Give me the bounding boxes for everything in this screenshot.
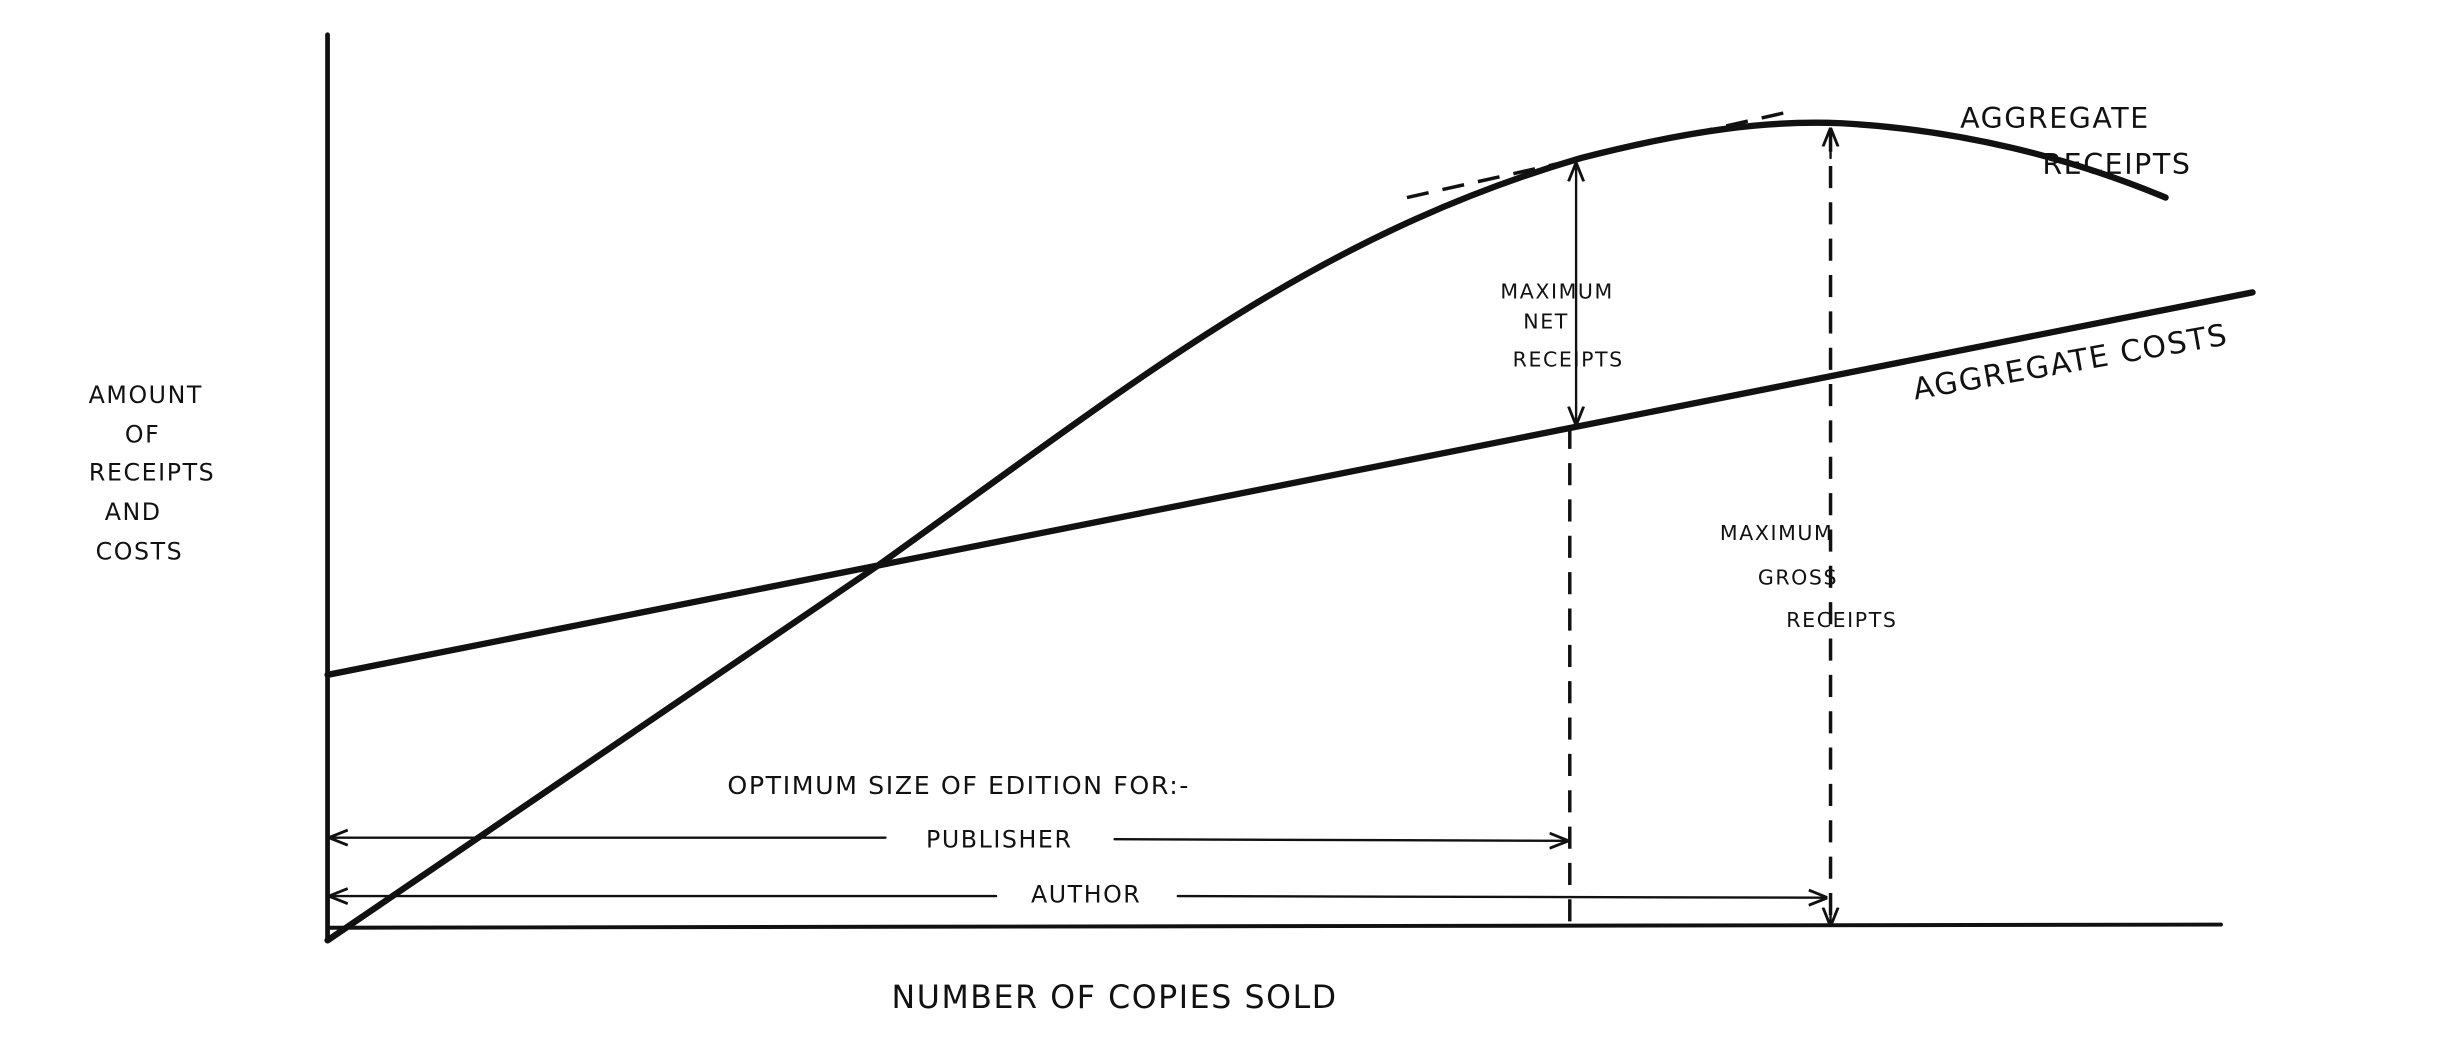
author-arrow-right: [1176, 896, 1826, 898]
net-label: MAXIMUM NET RECEIPTS: [1500, 279, 1624, 371]
x-axis: [325, 922, 2223, 930]
optimum-label: OPTIMUM SIZE OF EDITION FOR:-: [727, 771, 1190, 800]
net-label-line: MAXIMUM: [1500, 279, 1613, 303]
receipts-curve: [324, 119, 2169, 944]
receipts-label: AGGREGATE: [1960, 102, 2150, 135]
net-label-line: RECEIPTS: [1513, 347, 1624, 371]
publisher-label: PUBLISHER: [926, 825, 1073, 853]
costs-line: [324, 289, 2256, 679]
gross-label: RECEIPTS: [1786, 608, 1897, 632]
tangent-line: [1406, 108, 1795, 200]
gross-label: MAXIMUM: [1720, 521, 1833, 545]
y-axis-label: AMOUNT OF RECEIPTS AND COSTS: [89, 381, 215, 566]
y-axis-label-line: OF: [125, 421, 160, 449]
x-axis-label: NUMBER OF COPIES SOLD: [892, 980, 1338, 1016]
publisher-arrow-right: [1113, 839, 1567, 841]
gross-label: GROSS: [1758, 565, 1838, 589]
y-axis-label-line: COSTS: [96, 538, 184, 566]
receipts-label: RECEIPTS: [2042, 148, 2191, 181]
y-axis-label-line: AND: [105, 498, 162, 526]
y-axis-label-line: RECEIPTS: [89, 459, 215, 487]
y-axis-label-line: AMOUNT: [89, 381, 203, 409]
net-label-line: NET: [1523, 309, 1569, 333]
author-label: AUTHOR: [1031, 881, 1141, 909]
